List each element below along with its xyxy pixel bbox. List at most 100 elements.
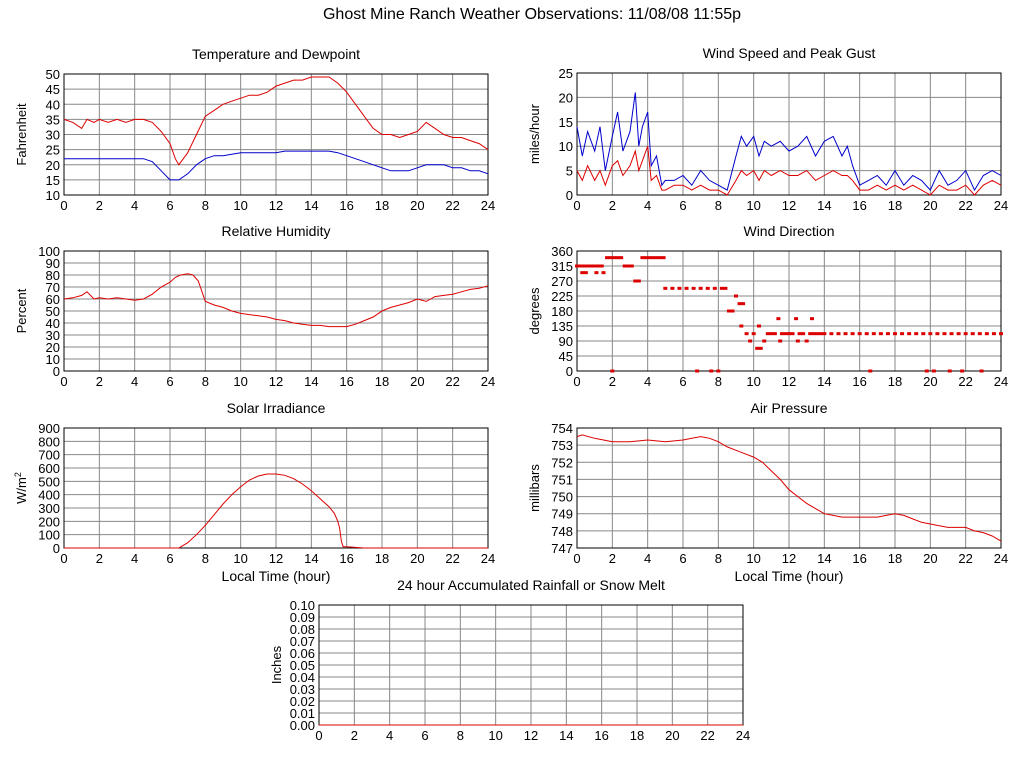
- wdir-point: [893, 332, 897, 336]
- wdir-point: [744, 332, 749, 336]
- wdir-point: [843, 332, 848, 336]
- press-y-tick-label: 751: [551, 472, 573, 487]
- wind-x-tick-label: 4: [644, 198, 651, 213]
- wdir-x-tick-label: 16: [852, 374, 866, 389]
- wdir-point: [640, 256, 645, 260]
- solar-frame: [63, 427, 489, 549]
- wdir-point: [661, 256, 666, 260]
- temp-x-tick-label: 14: [304, 198, 318, 213]
- page-title: Ghost Mine Ranch Weather Observations: 1…: [322, 6, 742, 23]
- wdir-point: [698, 286, 703, 290]
- press-x-tick-label: 10: [746, 551, 760, 566]
- rain-x-tick-label: 12: [524, 728, 538, 743]
- wdir-x-tick-label: 2: [609, 374, 616, 389]
- wdir-point: [960, 369, 965, 373]
- humid-x-tick-label: 10: [233, 374, 247, 389]
- wdir-point: [979, 369, 984, 373]
- wind-y-tick-label: 5: [566, 164, 573, 179]
- wdir-point: [850, 332, 855, 336]
- solar-series-line-0: [64, 473, 488, 549]
- rain-y-tick-label: 0.00: [290, 718, 315, 733]
- temp-x-tick-label: 8: [202, 198, 209, 213]
- press-y-tick-label: 747: [551, 541, 573, 556]
- solar-y-tick-label: 600: [38, 461, 60, 476]
- wdir-y-tick-label: 0: [566, 364, 573, 379]
- temp-x-tick-label: 10: [233, 198, 247, 213]
- wdir-y-tick-label: 270: [551, 274, 573, 289]
- humid-x-tick-label: 14: [304, 374, 318, 389]
- solar-y-tick-label: 800: [38, 434, 60, 449]
- wdir-point: [695, 369, 700, 373]
- wdir-x-tick-label: 22: [958, 374, 972, 389]
- press-y-tick-label: 754: [551, 421, 573, 436]
- wdir-point: [636, 279, 641, 283]
- solar-x-tick-label: 14: [304, 551, 318, 566]
- temp-frame: [63, 73, 489, 196]
- wdir-point: [582, 264, 587, 268]
- wdir-point: [748, 339, 753, 343]
- press-y-tick-label: 748: [551, 524, 573, 539]
- humid-title: Relative Humidity: [222, 223, 331, 239]
- temp-x-tick-label: 4: [131, 198, 138, 213]
- wdir-point: [758, 346, 763, 350]
- wdir-point: [924, 369, 929, 373]
- wdir-y-tick-label: 225: [551, 289, 573, 304]
- wdir-point: [705, 286, 710, 290]
- press-y-tick-label: 750: [551, 490, 573, 505]
- solar-x-tick-label: 16: [339, 551, 353, 566]
- wdir-point: [684, 286, 689, 290]
- wdir-point: [804, 339, 809, 343]
- temp-y-tick-label: 30: [46, 128, 60, 143]
- solar-title: Solar Irradiance: [227, 400, 326, 416]
- wdir-x-tick-label: 10: [746, 374, 760, 389]
- wdir-point: [723, 286, 728, 290]
- wind-x-tick-label: 12: [782, 198, 796, 213]
- wdir-point: [822, 332, 827, 336]
- humid-x-tick-label: 6: [166, 374, 173, 389]
- wdir-point: [654, 256, 659, 260]
- press-y-axis-label: millibars: [527, 464, 542, 512]
- temp-y-tick-label: 25: [46, 143, 60, 158]
- wdir-point: [741, 302, 746, 306]
- solar-y-axis-label-superscript: 2: [13, 472, 23, 477]
- wind-x-tick-label: 16: [852, 198, 866, 213]
- wdir-point: [811, 332, 816, 336]
- press-y-tick-label: 749: [551, 507, 573, 522]
- humid-y-axis-label: Percent: [14, 288, 29, 333]
- wind-x-tick-label: 24: [994, 198, 1008, 213]
- rain-y-tick-label: 0.05: [290, 658, 315, 673]
- wdir-point: [589, 264, 594, 268]
- solar-x-tick-label: 6: [166, 551, 173, 566]
- humid-x-tick-label: 24: [481, 374, 495, 389]
- wdir-point: [615, 256, 620, 260]
- solar-x-tick-label: 0: [60, 551, 67, 566]
- rain-x-tick-label: 2: [351, 728, 358, 743]
- press-y-tick-label: 753: [551, 438, 573, 453]
- rain-x-tick-label: 0: [315, 728, 322, 743]
- wdir-point: [756, 324, 761, 328]
- wdir-point: [737, 302, 742, 306]
- temp-y-tick-label: 15: [46, 173, 60, 188]
- temp-series-line-1: [64, 150, 489, 181]
- wind-x-tick-label: 2: [609, 198, 616, 213]
- wdir-point: [663, 286, 668, 290]
- wdir-point: [578, 264, 583, 268]
- press-x-tick-label: 2: [609, 551, 616, 566]
- press-x-tick-label: 20: [923, 551, 937, 566]
- wind-frame: [576, 72, 1002, 196]
- wdir-point: [769, 332, 774, 336]
- wdir-point: [931, 369, 936, 373]
- solar-chart: 0 2 4 6 8 10 12 14 16 18 20 22 240100200300400500600…: [13, 400, 495, 584]
- humid-y-tick-label: 0: [53, 364, 60, 379]
- humid-chart: 0 2 4 6 8 10 12 14 16 18 20 22 240102030405060708090…: [14, 223, 495, 389]
- press-x-tick-label: 16: [852, 551, 866, 566]
- wdir-point: [907, 332, 912, 336]
- wdir-point: [956, 332, 961, 336]
- wdir-point: [643, 256, 648, 260]
- wind-y-tick-label: 15: [559, 115, 573, 130]
- wdir-point: [677, 286, 682, 290]
- solar-y-axis-label: W/m2: [13, 472, 29, 504]
- wdir-point: [787, 332, 791, 336]
